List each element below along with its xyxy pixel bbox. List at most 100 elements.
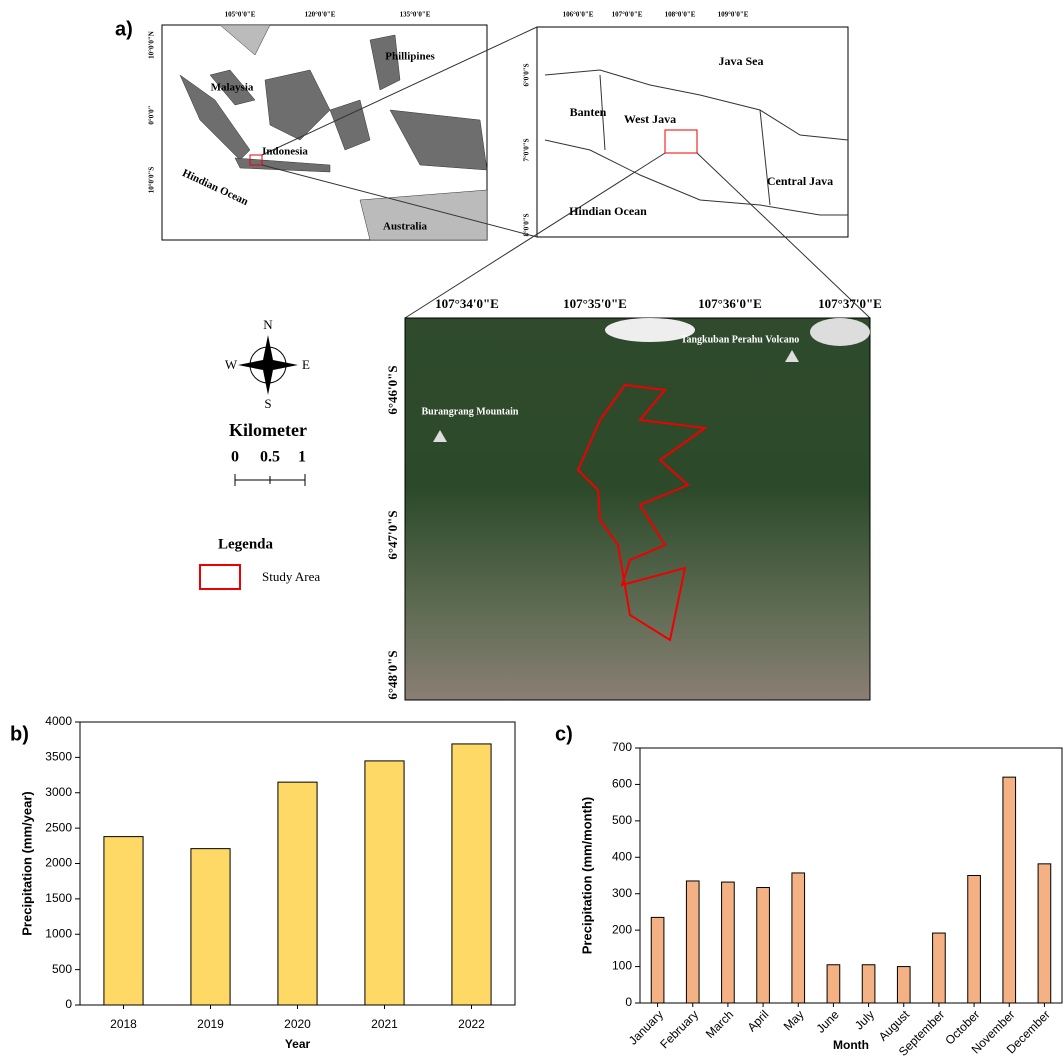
lat-tick: 6°46'0"S bbox=[385, 365, 400, 414]
place-label: Central Java bbox=[767, 174, 833, 188]
panel-label: a) bbox=[115, 18, 133, 40]
scale-label: 0.5 bbox=[260, 449, 280, 466]
legend-item: Study Area bbox=[262, 569, 320, 584]
legend-title: Legenda bbox=[218, 536, 274, 552]
y-tick-label: 100 bbox=[612, 959, 632, 973]
study-area bbox=[576, 383, 708, 642]
legend-swatch bbox=[199, 564, 241, 590]
y-tick-label: 500 bbox=[52, 962, 72, 976]
lon-tick: 107°34'0"E bbox=[435, 296, 499, 311]
y-axis-label: Precipitation (mm/month) bbox=[579, 797, 594, 954]
x-tick-label: 2021 bbox=[371, 1017, 398, 1031]
y-tick-label: 3000 bbox=[45, 785, 72, 799]
lat-tick: 6°0'0"S bbox=[523, 63, 531, 86]
bar bbox=[932, 932, 946, 1004]
y-tick-label: 400 bbox=[612, 849, 632, 863]
x-tick-label: May bbox=[781, 1007, 807, 1033]
lat-tick: 10°0'0"N bbox=[148, 31, 156, 59]
scale-label: 0 bbox=[231, 449, 239, 466]
compass bbox=[238, 335, 298, 395]
lon-tick: 107°35'0"E bbox=[563, 296, 627, 311]
lat-tick: 6°48'0"S bbox=[385, 650, 400, 699]
bar bbox=[826, 964, 841, 1004]
x-tick-label: April bbox=[745, 1007, 772, 1034]
place-label: Australia bbox=[383, 221, 428, 233]
cloud bbox=[605, 318, 695, 342]
lon-tick: 107°36'0"E bbox=[698, 296, 762, 311]
locator-box bbox=[249, 154, 263, 166]
bar bbox=[451, 743, 492, 1006]
x-tick-label: June bbox=[813, 1007, 842, 1036]
locator-box bbox=[664, 129, 698, 154]
connector bbox=[261, 26, 871, 319]
bar bbox=[364, 760, 405, 1006]
bar bbox=[756, 887, 770, 1004]
lon-tick: 107°0'0"E bbox=[612, 11, 643, 19]
cloud bbox=[810, 318, 870, 346]
scale-label: 1 bbox=[298, 449, 306, 466]
bar bbox=[896, 966, 911, 1004]
x-axis-label: Month bbox=[833, 1038, 869, 1052]
scale-title: Kilometer bbox=[229, 420, 307, 440]
place-label: West Java bbox=[624, 112, 676, 126]
lon-tick: 105°0'0"E bbox=[225, 11, 256, 19]
panel-label: c) bbox=[555, 723, 573, 745]
study-map-frame bbox=[404, 317, 871, 701]
lon-tick: 109°0'0"E bbox=[718, 11, 749, 19]
lon-tick: 107°37'0"E bbox=[818, 296, 882, 311]
x-tick-label: 2018 bbox=[110, 1017, 137, 1031]
plot-frame bbox=[639, 747, 1063, 1004]
y-tick-label: 300 bbox=[612, 886, 632, 900]
place-label: Java Sea bbox=[719, 54, 764, 68]
lon-tick: 106°0'0"E bbox=[563, 11, 594, 19]
y-tick-label: 200 bbox=[612, 922, 632, 936]
place-label: Hindian Ocean bbox=[569, 204, 647, 218]
x-tick-label: February bbox=[657, 1007, 701, 1051]
x-tick-label: 2020 bbox=[284, 1017, 311, 1031]
lon-tick: 135°0'0"E bbox=[400, 11, 431, 19]
panel-label: b) bbox=[10, 723, 29, 745]
y-tick-label: 4000 bbox=[45, 714, 72, 728]
bar bbox=[650, 916, 665, 1004]
place-label: Burangrang Mountain bbox=[422, 406, 519, 417]
bar bbox=[103, 836, 144, 1006]
bar bbox=[861, 964, 876, 1004]
place-label: Phillipines bbox=[385, 51, 435, 63]
compass-letter: E bbox=[302, 357, 310, 372]
bar bbox=[1037, 863, 1052, 1004]
y-tick-label: 2500 bbox=[45, 820, 72, 834]
lat-tick: 8°0'0"S bbox=[523, 213, 531, 236]
borders bbox=[544, 69, 849, 216]
y-tick-label: 500 bbox=[612, 813, 632, 827]
compass-letter: N bbox=[263, 317, 273, 332]
bar bbox=[1002, 776, 1017, 1004]
compass-letter: W bbox=[225, 357, 238, 372]
lat-tick: 10°0'0"S bbox=[148, 167, 156, 194]
place-label: Malaysia bbox=[211, 82, 254, 94]
scale-bar bbox=[234, 474, 306, 486]
lon-tick: 108°0'0"E bbox=[665, 11, 696, 19]
place-label: Indonesia bbox=[262, 146, 308, 158]
place-label: Tangkuban Perahu Volcano bbox=[681, 334, 800, 345]
y-tick-label: 3500 bbox=[45, 750, 72, 764]
y-tick-label: 2000 bbox=[45, 856, 72, 870]
y-tick-label: 0 bbox=[65, 997, 72, 1011]
x-tick-label: March bbox=[703, 1007, 736, 1040]
bar bbox=[277, 781, 318, 1006]
lon-tick: 120°0'0"E bbox=[305, 11, 336, 19]
inset-province-frame bbox=[536, 26, 849, 238]
land bbox=[179, 24, 488, 241]
lat-tick: 7°0'0"S bbox=[523, 138, 531, 161]
lat-tick: 6°47'0"S bbox=[385, 510, 400, 559]
y-axis-label: Precipitation (mm/year) bbox=[19, 791, 34, 936]
compass-letter: S bbox=[264, 396, 271, 411]
x-axis-label: Year bbox=[285, 1037, 311, 1051]
bar bbox=[685, 880, 700, 1004]
place-label: Banten bbox=[570, 105, 607, 119]
lat-tick: 0°0'0" bbox=[148, 105, 156, 124]
x-tick-label: 2022 bbox=[458, 1017, 485, 1031]
y-tick-label: 600 bbox=[612, 777, 632, 791]
y-tick-label: 0 bbox=[625, 995, 632, 1009]
y-tick-label: 1000 bbox=[45, 926, 72, 940]
